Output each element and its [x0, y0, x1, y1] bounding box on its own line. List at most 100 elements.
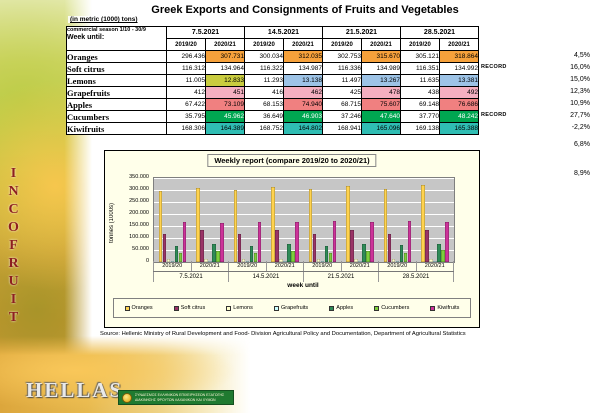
value-cell: 68.715 — [322, 98, 362, 111]
percent-change: 10,9% — [570, 100, 590, 107]
value-cell: 315.670 — [361, 50, 401, 63]
bar-lemons — [391, 259, 396, 262]
bar-grapefruits — [358, 261, 362, 262]
product-name: Soft citrus — [66, 62, 167, 75]
legend-item: Oranges — [124, 305, 153, 311]
bar-group — [229, 178, 267, 262]
bar-lemons — [429, 258, 433, 262]
product-name: Lemons — [66, 74, 167, 87]
chart-date-axis: 7.5.2021 14.5.2021 21.5.2021 28.5.2021 — [153, 272, 454, 282]
percent-change: 15,0% — [570, 76, 590, 83]
association-emblem-icon — [122, 393, 132, 403]
value-cell: 318.864 — [439, 50, 479, 63]
bar-group — [379, 178, 417, 262]
chart-year-axis: 2019/20 2020/21 2019/20 2020/21 2019/20 2020/… — [153, 261, 454, 272]
value-cell: 168.306 — [166, 122, 206, 135]
x-date-label: 14.5.2021 — [229, 272, 304, 282]
year-header: 2019/20 — [322, 38, 362, 51]
chart-legend: Oranges Soft citrus Lemons Grapefruits Apple… — [113, 298, 471, 318]
percent-change: 12,3% — [570, 88, 590, 95]
bar-lemons — [241, 259, 246, 262]
record-badge: RECORD — [481, 64, 507, 70]
season-box: commercial season 1/10 - 30/9 Week until: — [66, 26, 167, 51]
value-cell: 412 — [166, 86, 206, 99]
gridline — [154, 202, 454, 203]
bar-apples — [399, 245, 404, 262]
bar-grapefruits — [170, 261, 175, 262]
value-cell: 11.635 — [400, 74, 440, 87]
bar-lemons — [279, 258, 283, 262]
percent-change: -2,2% — [571, 124, 590, 131]
hellas-logo-text: HELLAS — [26, 378, 124, 402]
y-tick-label: 300.000 — [129, 185, 149, 192]
gridline — [154, 226, 454, 227]
legend-swatch — [430, 305, 436, 311]
value-cell: 37.770 — [400, 110, 440, 123]
table-row: Soft citrus 116.312 134.964 116.322 134.987 1… — [66, 62, 479, 75]
legend-swatch — [173, 305, 179, 311]
y-tick-label: 250.000 — [129, 197, 149, 204]
chart-plot-area — [153, 177, 455, 263]
y-tick-label: 50.000 — [132, 245, 149, 252]
bar-kiwifruits — [370, 222, 374, 262]
bar-oranges — [196, 188, 200, 262]
value-cell: 116.351 — [400, 62, 440, 75]
value-cell: 169.138 — [400, 122, 440, 135]
percent-extra: 8,9% — [574, 170, 590, 177]
bar-group — [342, 178, 380, 262]
legend-swatch — [374, 305, 380, 311]
chart-y-axis-label: tonnes (1000s) — [109, 202, 115, 244]
value-cell: 302.753 — [322, 50, 362, 63]
y-tick-label: 0 — [145, 257, 149, 264]
legend-item: Soft citrus — [173, 305, 205, 311]
bar-cucumbers — [291, 250, 295, 262]
bar-cucumbers — [366, 250, 370, 262]
bar-lemons — [354, 258, 358, 262]
value-cell: 46.903 — [283, 110, 323, 123]
value-cell: 116.336 — [322, 62, 362, 75]
bar-soft-citrus — [275, 229, 279, 262]
percent-extra: 6,8% — [574, 141, 590, 148]
page-title: Greek Exports and Consignments of Fruits… — [151, 4, 459, 16]
week-date: 7.5.2021 — [166, 26, 245, 39]
bar-soft-citrus — [200, 229, 204, 262]
value-cell: 11.005 — [166, 74, 206, 87]
association-banner-text: ΣΥΝΔΕΣΜΟΣ ΕΛΛΗΝΙΚΩΝ ΕΠΙΧΕΙΡΗΣΕΩΝ ΕΞΑΓΩΓΗ… — [135, 393, 225, 402]
x-year-label: 2019/20 — [304, 261, 342, 271]
bar-apples — [362, 243, 366, 262]
chart-x-axis-label: week until — [287, 282, 319, 289]
week-date: 28.5.2021 — [400, 26, 479, 39]
value-cell: 164.389 — [205, 122, 245, 135]
y-tick-label: 350.000 — [129, 173, 149, 180]
bar-soft-citrus — [312, 234, 317, 262]
bar-group — [267, 178, 305, 262]
bar-grapefruits — [283, 261, 287, 262]
value-cell: 47.640 — [361, 110, 401, 123]
incofruit-logo-text: INCOFRUIT — [6, 166, 21, 328]
record-badge: RECORD — [481, 112, 507, 118]
bar-oranges — [383, 188, 388, 262]
value-cell: 69.148 — [400, 98, 440, 111]
y-tick-label: 200.000 — [129, 209, 149, 216]
bar-apples — [249, 245, 254, 262]
legend-label: Apples — [336, 305, 354, 311]
bar-oranges — [271, 187, 275, 262]
value-cell: 35.795 — [166, 110, 206, 123]
product-name: Apples — [66, 98, 167, 111]
value-cell: 165.096 — [361, 122, 401, 135]
bar-grapefruits — [395, 261, 400, 262]
value-cell: 451 — [205, 86, 245, 99]
year-header: 2019/20 — [400, 38, 440, 51]
gridline — [154, 190, 454, 191]
product-name: Cucumbers — [66, 110, 167, 123]
value-cell: 492 — [439, 86, 479, 99]
bar-kiwifruits — [182, 221, 187, 262]
percent-change: 16,0% — [570, 64, 590, 71]
value-cell: 13.381 — [439, 74, 479, 87]
bar-cucumbers — [216, 250, 220, 262]
bar-grapefruits — [433, 261, 437, 262]
legend-item: Grapefruits — [273, 305, 308, 311]
bar-lemons — [316, 259, 321, 262]
value-cell: 462 — [283, 86, 323, 99]
legend-item: Lemons — [226, 305, 253, 311]
